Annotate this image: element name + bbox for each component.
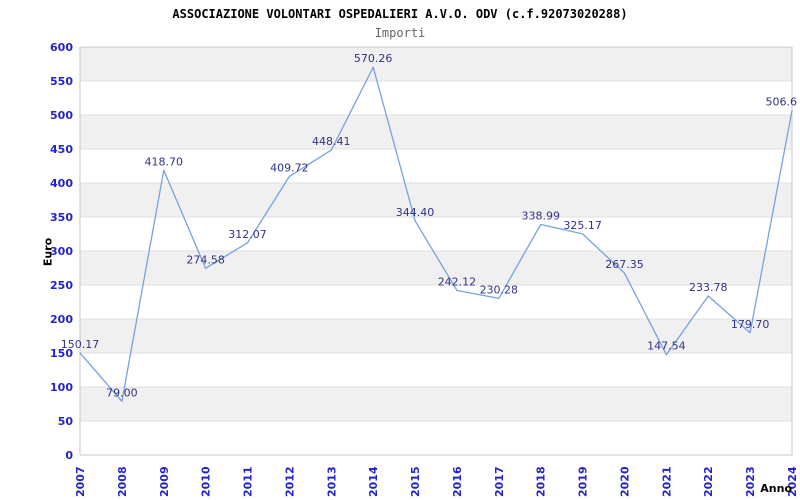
y-tick-label: 450: [50, 143, 73, 156]
x-tick-label: 2009: [158, 466, 171, 497]
x-tick-label: 2016: [451, 466, 464, 497]
x-tick-label: 2021: [660, 466, 673, 497]
y-tick-label: 250: [50, 279, 73, 292]
y-tick-label: 300: [50, 245, 73, 258]
x-tick-label: 2007: [74, 466, 87, 497]
y-tick-label: 100: [50, 381, 73, 394]
y-tick-label: 600: [50, 41, 73, 54]
data-point-label: 147.54: [647, 340, 686, 353]
chart-title: ASSOCIAZIONE VOLONTARI OSPEDALIERI A.V.O…: [172, 7, 628, 21]
plot-band: [80, 47, 792, 81]
y-tick-label: 350: [50, 211, 73, 224]
x-tick-label: 2024: [786, 466, 799, 497]
y-tick-label: 500: [50, 109, 73, 122]
data-point-label: 179.70: [731, 318, 770, 331]
data-point-label: 570.26: [354, 52, 393, 65]
data-point-label: 233.78: [689, 281, 728, 294]
data-point-label: 79.00: [106, 386, 138, 399]
y-axis-title: Euro: [41, 237, 55, 267]
x-tick-label: 2018: [535, 466, 548, 497]
plot-band: [80, 115, 792, 149]
data-point-label: 325.17: [563, 219, 602, 232]
plot-band: [80, 81, 792, 115]
data-point-label: 274.58: [186, 253, 225, 266]
data-point-label: 242.12: [438, 275, 477, 288]
plot-border: [79, 46, 793, 456]
y-tick-label: 200: [50, 313, 73, 326]
data-point-label: 150.17: [61, 338, 100, 351]
data-point-label: 409.72: [270, 161, 309, 174]
plot-band: [80, 285, 792, 319]
y-axis-ticks: 0 50 100 150 200 250 300 350 400 450 500 550 600: [50, 41, 73, 462]
x-tick-label: 2010: [200, 466, 213, 497]
data-point-label: 230.28: [480, 283, 519, 296]
data-point-label: 506.6: [766, 96, 798, 109]
x-tick-label: 2020: [618, 466, 631, 497]
plot-band: [80, 387, 792, 421]
x-tick-label: 2012: [283, 466, 296, 497]
data-point-label: 338.99: [521, 209, 560, 222]
chart-subtitle: Importi: [374, 26, 426, 40]
y-tick-label: 50: [58, 415, 74, 428]
data-line: [79, 66, 793, 402]
y-tick-label: 550: [50, 75, 73, 88]
x-tick-label: 2013: [325, 466, 338, 497]
y-tick-label: 150: [50, 347, 73, 360]
x-tick-label: 2008: [116, 466, 129, 497]
data-point-label: 267.35: [605, 258, 644, 271]
plot-band: [80, 319, 792, 353]
x-axis-title: Anno: [760, 482, 792, 495]
x-tick-label: 2023: [744, 466, 757, 497]
y-tick-label: 400: [50, 177, 73, 190]
x-tick-label: 2019: [577, 466, 590, 497]
data-point-label: 448.41: [312, 135, 351, 148]
x-tick-label: 2011: [242, 466, 255, 497]
x-tick-label: 2014: [367, 466, 380, 497]
x-tick-label: 2022: [702, 466, 715, 497]
plot-band: [80, 217, 792, 251]
plot-band: [80, 353, 792, 387]
y-tick-label: 0: [65, 449, 73, 462]
data-point-label: 312.07: [228, 228, 267, 241]
data-point-label: 344.40: [396, 206, 435, 219]
x-axis-ticks: 2007 2008 2009 2010 2011 2012 2013 2014 2015 2016…: [74, 466, 799, 497]
data-point-label: 418.70: [145, 155, 184, 168]
plot-bands: [80, 47, 792, 455]
x-tick-label: 2017: [493, 466, 506, 497]
x-tick-label: 2015: [409, 466, 422, 497]
plot-band: [80, 421, 792, 455]
plot-band: [80, 183, 792, 217]
plot-band: [80, 149, 792, 183]
